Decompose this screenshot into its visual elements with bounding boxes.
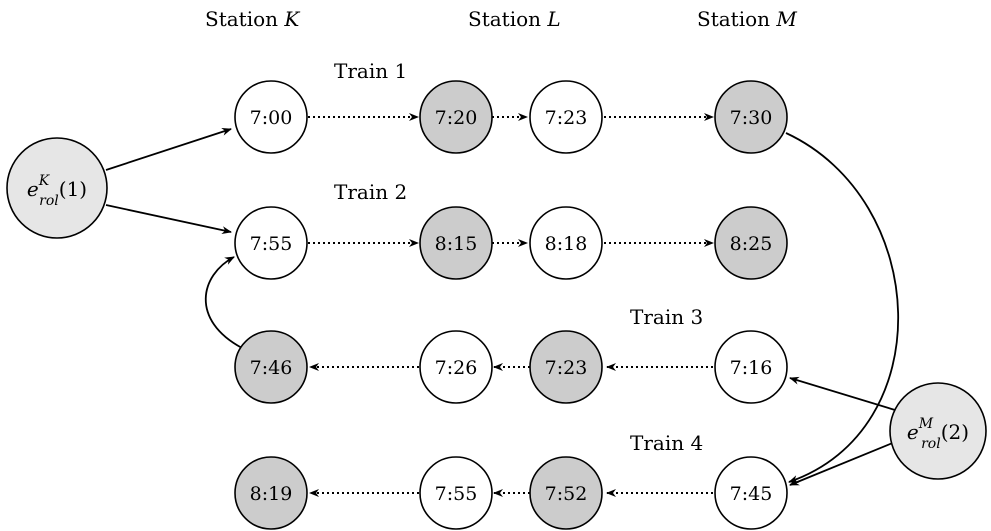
- svg-text:7:23: 7:23: [545, 357, 588, 379]
- svg-text:7:20: 7:20: [435, 107, 478, 129]
- event-node: 7:20: [419, 80, 493, 154]
- event-node: 7:30: [714, 80, 788, 154]
- svg-text:7:55: 7:55: [435, 483, 478, 505]
- station-header-m: Station M: [697, 7, 797, 31]
- edge-rolm-to-745: [789, 441, 896, 486]
- rolling-stock-node-k: eK rol(1): [6, 137, 108, 239]
- event-node: 7:55: [234, 206, 308, 280]
- edge-rolm-to-716: [789, 376, 896, 411]
- event-node: 7:23: [529, 80, 603, 154]
- edge-730-to-745: [785, 132, 900, 483]
- event-node: 8:25: [714, 206, 788, 280]
- station-header-l: Station L: [468, 7, 561, 31]
- event-node: 7:16: [714, 330, 788, 404]
- event-node: 8:18: [529, 206, 603, 280]
- svg-text:7:45: 7:45: [730, 483, 773, 505]
- train-label-3: Train 3: [630, 305, 703, 329]
- svg-text:7:16: 7:16: [730, 357, 773, 379]
- edge-rolk-to-755: [105, 204, 232, 235]
- svg-text:7:30: 7:30: [730, 107, 773, 129]
- event-node: 7:23: [529, 330, 603, 404]
- train-label-2: Train 2: [334, 180, 407, 204]
- svg-text:7:26: 7:26: [435, 357, 478, 379]
- svg-text:8:25: 8:25: [730, 233, 773, 255]
- svg-text:7:23: 7:23: [545, 107, 588, 129]
- edge-rolk-to-700: [105, 128, 232, 171]
- event-node: 7:26: [419, 330, 493, 404]
- event-node: 7:00: [234, 80, 308, 154]
- station-header-k: Station K: [205, 7, 300, 31]
- svg-text:7:00: 7:00: [250, 107, 293, 129]
- event-node: 7:52: [529, 456, 603, 530]
- event-node: 7:46: [234, 330, 308, 404]
- event-node: 8:19: [234, 456, 308, 530]
- train-label-4: Train 4: [630, 431, 703, 455]
- svg-text:8:15: 8:15: [435, 233, 478, 255]
- event-node: 7:45: [714, 456, 788, 530]
- event-node: 7:55: [419, 456, 493, 530]
- svg-text:7:55: 7:55: [250, 233, 293, 255]
- event-node: 8:15: [419, 206, 493, 280]
- svg-text:7:52: 7:52: [545, 483, 588, 505]
- train-label-1: Train 1: [334, 59, 407, 83]
- svg-text:8:19: 8:19: [250, 483, 293, 505]
- rolling-stock-node-m: eM rol(2): [889, 382, 987, 480]
- edge-746-to-755: [204, 256, 243, 349]
- svg-text:8:18: 8:18: [545, 233, 588, 255]
- svg-text:7:46: 7:46: [250, 357, 293, 379]
